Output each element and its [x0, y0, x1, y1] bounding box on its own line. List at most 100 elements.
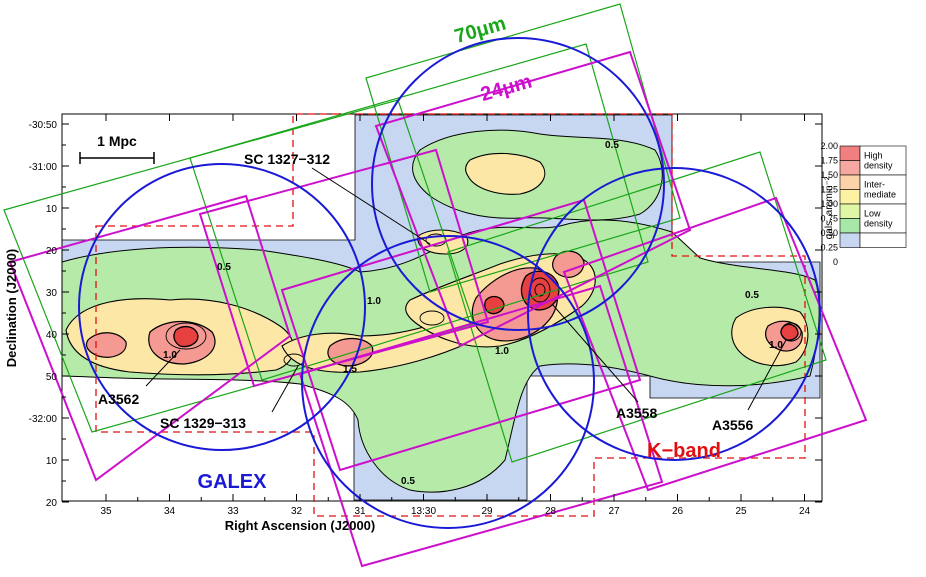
mips24-footprint-east [562, 196, 868, 492]
x-axis-label: Right Ascension (J2000) [225, 518, 376, 533]
colorbar-tick-label: 1.75 [820, 156, 838, 166]
contour-label: 0.5 [745, 290, 759, 301]
colorbar-band-box [859, 174, 907, 205]
x-tick-label: 33 [227, 506, 239, 517]
contour-label: 1.5 [343, 364, 357, 375]
colorbar-swatch [839, 218, 861, 234]
survey-label-24um: 24μm [478, 70, 534, 106]
colorbar-label: gals. arcmin⁻² [824, 176, 835, 239]
colorbar-bands: High density Inter-mediate Low density [859, 145, 907, 248]
y-axis-label: Declination (J2000) [4, 249, 19, 368]
contour-label: 1.0 [367, 296, 381, 307]
object-label-sc1327: SC 1327−312 [244, 151, 330, 167]
contour-low-west [62, 219, 820, 493]
x-tick-label: 27 [608, 506, 620, 517]
x-tick-label: 25 [735, 506, 747, 517]
mips70-footprints [3, 3, 827, 463]
mips24-footprint-center [198, 148, 490, 388]
y-tick-label: -32:00 [29, 414, 58, 425]
contour-label: 1.0 [495, 346, 509, 357]
galex-field-south [301, 235, 595, 529]
x-tick-label: 35 [100, 506, 112, 517]
mips70-footprint-center [189, 43, 649, 381]
contour-label: 1.0 [163, 350, 177, 361]
colorbar-swatch [839, 160, 861, 176]
colorbar-swatch [839, 145, 861, 161]
galex-footprints [78, 37, 821, 529]
x-tick-label: 13:30 [411, 506, 436, 517]
scale-bar: 1 Mpc [79, 133, 155, 164]
x-tick-label: 26 [672, 506, 684, 517]
contour-ring [165, 322, 207, 350]
colorbar-swatches [839, 145, 861, 248]
mips70-footprint-north [365, 3, 681, 293]
colorbar-tick-label: 0 [833, 257, 838, 267]
object-label-a3556: A3556 [712, 417, 753, 433]
colorbar-tick-label: 0.75 [820, 214, 838, 224]
colorbar-tick-label: 1.50 [820, 170, 838, 180]
galex-field-west [78, 163, 366, 451]
contour-high-east [552, 250, 585, 278]
x-tick-label: 32 [291, 506, 303, 517]
x-tick-label: 29 [481, 506, 493, 517]
colorbar-band-label: High density [864, 151, 893, 171]
x-axis: 35 34 33 32 31 13:30 29 28 27 26 25 24 [100, 114, 810, 517]
leader-a3562 [145, 349, 181, 387]
object-label-a3558: A3558 [616, 405, 657, 421]
contour-label: 0.5 [217, 262, 231, 273]
contour-inter-north [465, 152, 546, 195]
galex-field-north [371, 37, 665, 331]
contour-ring [780, 322, 802, 342]
colorbar-band-label: Inter-mediate [864, 180, 896, 200]
contour-peak-a3562 [173, 325, 199, 348]
y-tick-label: 20 [46, 498, 58, 509]
leader-a3556 [747, 339, 787, 411]
y-tick-label: 20 [46, 246, 58, 257]
contour-high-west [85, 332, 127, 358]
mips24-footprint-west [8, 194, 292, 482]
colorbar-swatch [839, 232, 861, 248]
colorbar-band-box [859, 232, 907, 248]
leader-a3558 [551, 303, 639, 403]
x-tick-label: 24 [799, 506, 811, 517]
object-labels: A3562 SC 1329−313 SC 1327−312 A3558 A355… [98, 151, 787, 433]
colorbar-tick-label: 1.00 [820, 199, 838, 209]
contour-label: 0.5 [401, 476, 415, 487]
colorbar: gals. arcmin⁻² 2.00 1.75 1.50 1.25 1.00 0.75 0… [820, 141, 907, 267]
mips24-footprint-southwest [298, 284, 664, 568]
colorbar-tick-label: 1.25 [820, 185, 838, 195]
x-tick-label: 34 [164, 506, 176, 517]
colorbar-swatch [839, 189, 861, 205]
leader-sc1327 [311, 167, 431, 245]
contour-label: 1.0 [769, 340, 783, 351]
galex-field-east [527, 167, 821, 461]
mips70-footprint-east [447, 151, 827, 463]
survey-label-galex: GALEX [198, 471, 268, 493]
y-tick-label: 50 [46, 372, 58, 383]
object-label-a3562: A3562 [98, 391, 139, 407]
contour-ring [534, 283, 546, 297]
k-band-footprint [95, 113, 806, 517]
colorbar-tick-label: 0.25 [820, 243, 838, 253]
y-tick-label: 40 [46, 330, 58, 341]
colorbar-tick-label: 2.00 [820, 141, 838, 151]
x-tick-label: 28 [545, 506, 557, 517]
contour-peak-mid [484, 295, 505, 315]
y-tick-label: 10 [46, 204, 58, 215]
colorbar-swatch [839, 203, 861, 219]
mips24-footprint-north [374, 50, 692, 348]
k-band-footprints [95, 113, 806, 517]
x-tick-label: 31 [354, 506, 366, 517]
y-tick-label: -30:50 [29, 120, 58, 131]
y-tick-label: -31:00 [29, 162, 58, 173]
y-tick-label: 10 [46, 456, 58, 467]
contour-labels: 0.5 0.5 0.5 0.5 1.0 1.0 1.0 1.0 1.5 [163, 140, 783, 487]
colorbar-tick-label: 0.50 [820, 228, 838, 238]
contour-ring [419, 310, 445, 326]
colorbar-swatch [839, 174, 861, 190]
y-tick-label: 30 [46, 288, 58, 299]
object-label-sc1329: SC 1329−313 [160, 415, 246, 431]
leader-sc1329 [271, 365, 299, 413]
